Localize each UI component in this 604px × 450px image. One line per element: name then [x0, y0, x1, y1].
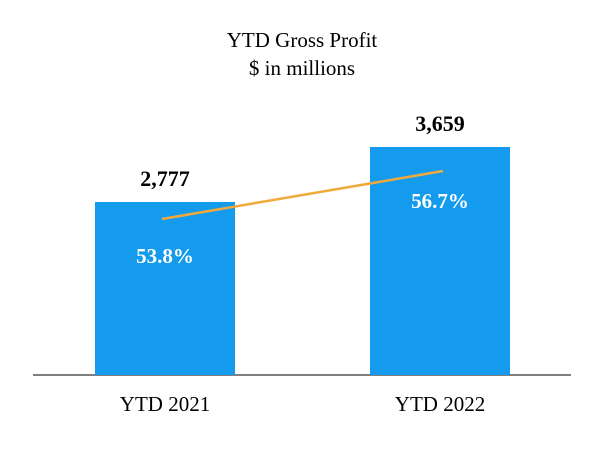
chart-subtitle: $ in millions: [248, 56, 356, 80]
x-axis-line: [33, 374, 571, 376]
bar-pct-label-2021: 53.8%: [136, 244, 194, 268]
bar-ytd-2021: 53.8%: [95, 202, 235, 375]
bar-value-label-2022: 3,659: [415, 111, 465, 136]
x-axis-label-ytd-2021: YTD 2021: [119, 392, 211, 416]
bar-pct-label-2022: 56.7%: [411, 189, 469, 213]
bar-value-label-2021: 2,777: [140, 166, 190, 191]
chart-title: YTD Gross Profit: [226, 28, 378, 52]
bar-ytd-2022: 56.7%: [370, 147, 510, 375]
x-axis-label-ytd-2022: YTD 2022: [394, 392, 486, 416]
bar-group-ytd-2022: 3,659 56.7%: [370, 111, 510, 375]
bar-group-ytd-2021: 2,777 53.8%: [95, 166, 235, 375]
